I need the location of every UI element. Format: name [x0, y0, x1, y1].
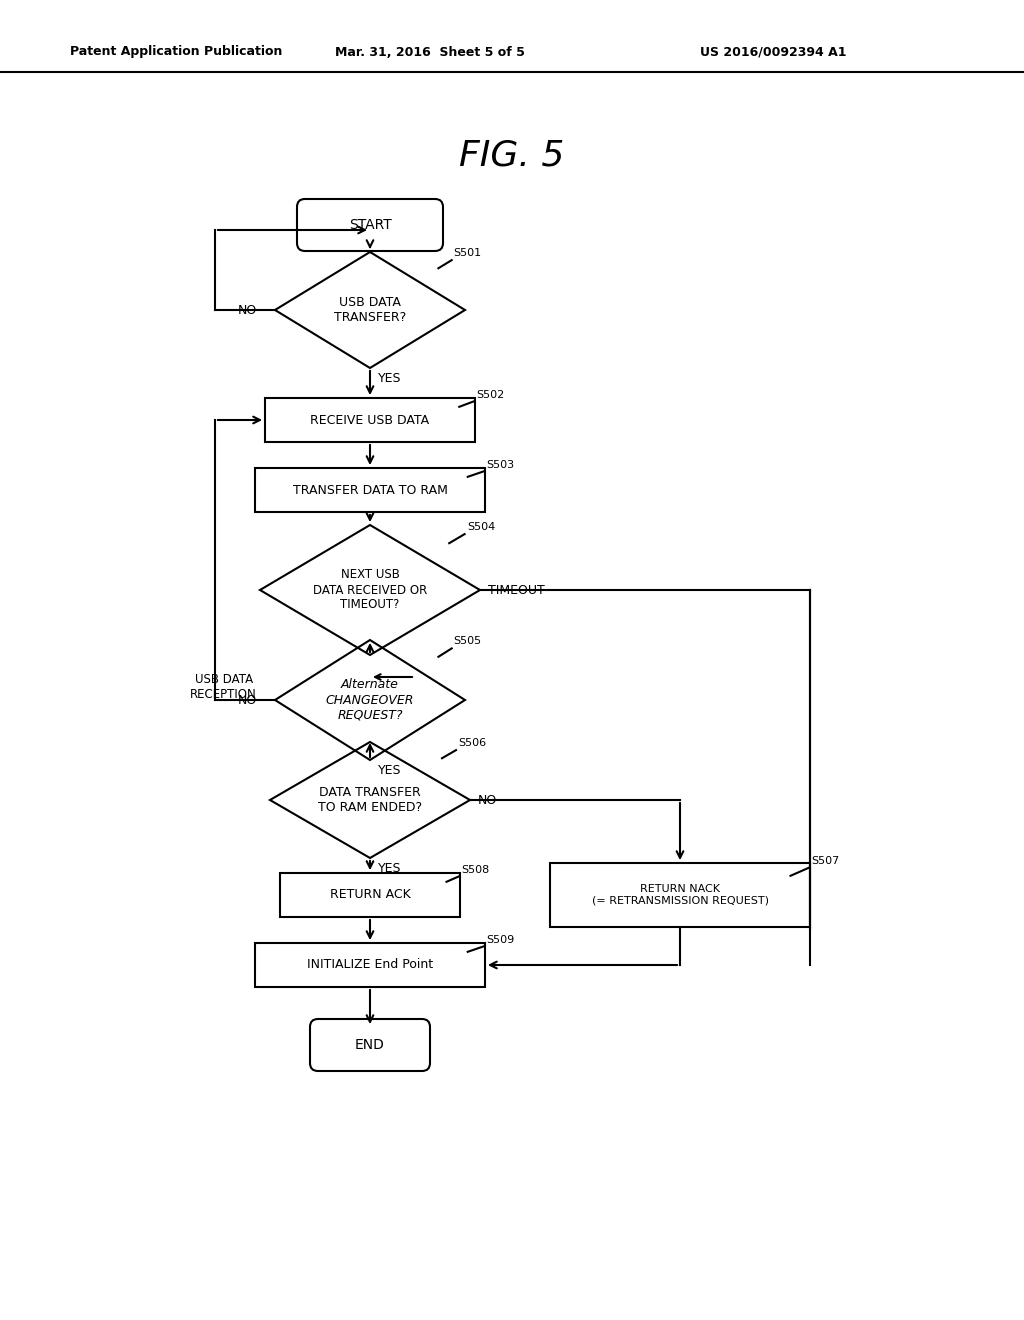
Text: FIG. 5: FIG. 5	[460, 139, 564, 172]
Text: RECEIVE USB DATA: RECEIVE USB DATA	[310, 413, 429, 426]
Text: S504: S504	[467, 521, 495, 532]
Text: S508: S508	[461, 865, 489, 875]
Text: USB DATA
TRANSFER?: USB DATA TRANSFER?	[334, 296, 407, 323]
Text: S509: S509	[486, 935, 514, 945]
Text: USB DATA
RECEPTION: USB DATA RECEPTION	[190, 673, 257, 701]
Text: Alternate
CHANGEOVER
REQUEST?: Alternate CHANGEOVER REQUEST?	[326, 678, 414, 722]
Text: RETURN ACK: RETURN ACK	[330, 888, 411, 902]
Text: YES: YES	[378, 372, 401, 385]
Text: NO: NO	[238, 693, 257, 706]
Text: S506: S506	[458, 738, 486, 748]
Text: NO: NO	[238, 304, 257, 317]
Text: INITIALIZE End Point: INITIALIZE End Point	[307, 958, 433, 972]
Text: TIMEOUT: TIMEOUT	[488, 583, 545, 597]
Text: S502: S502	[476, 391, 504, 400]
Text: S503: S503	[486, 461, 514, 470]
Text: DATA TRANSFER
TO RAM ENDED?: DATA TRANSFER TO RAM ENDED?	[317, 785, 422, 814]
Text: S507: S507	[811, 857, 840, 866]
Text: TRANSFER DATA TO RAM: TRANSFER DATA TO RAM	[293, 483, 447, 496]
Text: END: END	[355, 1038, 385, 1052]
Text: NEXT USB
DATA RECEIVED OR
TIMEOUT?: NEXT USB DATA RECEIVED OR TIMEOUT?	[313, 569, 427, 611]
Text: YES: YES	[378, 764, 401, 777]
Text: RETURN NACK
(= RETRANSMISSION REQUEST): RETURN NACK (= RETRANSMISSION REQUEST)	[592, 884, 768, 906]
Text: S501: S501	[454, 248, 481, 257]
Text: Patent Application Publication: Patent Application Publication	[70, 45, 283, 58]
Text: S505: S505	[454, 636, 481, 645]
Text: YES: YES	[378, 862, 401, 875]
Text: START: START	[348, 218, 391, 232]
Text: NO: NO	[478, 793, 498, 807]
Text: US 2016/0092394 A1: US 2016/0092394 A1	[700, 45, 847, 58]
Text: Mar. 31, 2016  Sheet 5 of 5: Mar. 31, 2016 Sheet 5 of 5	[335, 45, 525, 58]
